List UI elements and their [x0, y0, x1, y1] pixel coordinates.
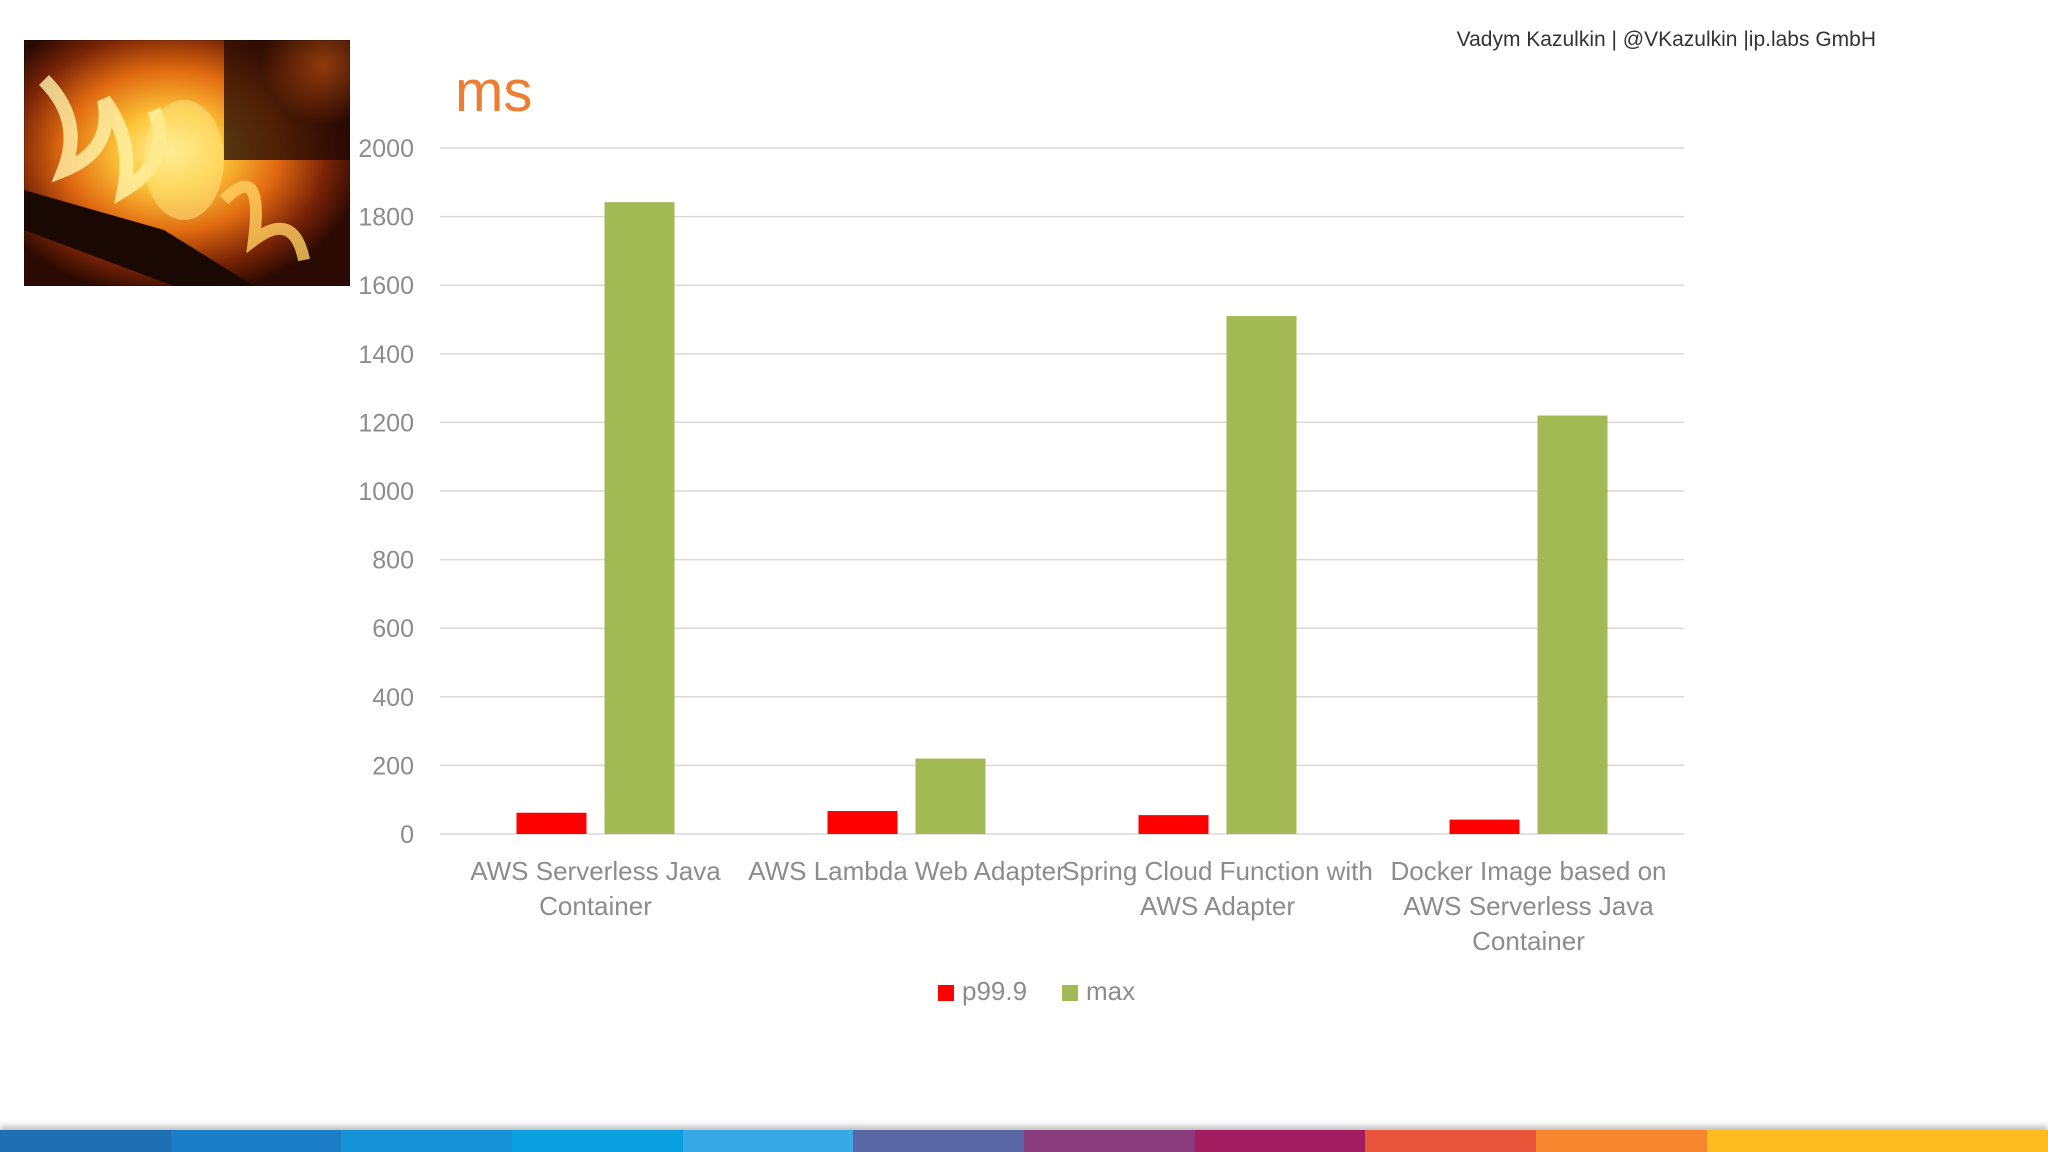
bar-p99-9	[827, 811, 898, 834]
legend-label: max	[1086, 976, 1135, 1006]
y-tick-label: 400	[372, 684, 414, 712]
x-category-label: AWS Lambda Web Adapter	[748, 856, 1065, 886]
footer-color-segment	[1024, 1130, 1195, 1152]
footer-color-segment	[1877, 1130, 2048, 1152]
footer-color-segment	[1706, 1130, 1878, 1152]
footer-color-segment	[682, 1130, 854, 1152]
legend-swatch	[938, 985, 954, 1001]
x-category-label: AWS Serverless Java	[1403, 891, 1654, 921]
fire-image	[24, 40, 350, 286]
y-tick-label: 800	[372, 547, 414, 575]
x-category-label: Docker Image based on	[1390, 856, 1666, 886]
bar-max	[915, 758, 986, 834]
y-tick-label: 1800	[358, 204, 414, 232]
x-category-label: AWS Adapter	[1140, 891, 1295, 921]
x-category-label: Container	[539, 891, 652, 921]
y-tick-label: 2000	[358, 135, 414, 163]
bar-max	[1226, 316, 1297, 834]
footer-color-segment	[1194, 1130, 1366, 1152]
footer-color-segment	[341, 1130, 513, 1152]
footer-color-bar	[0, 1130, 2048, 1152]
x-category-label: AWS Serverless Java	[470, 856, 721, 886]
footer-color-segment	[1536, 1130, 1707, 1152]
y-tick-label: 600	[372, 615, 414, 643]
footer-color-segment	[512, 1130, 683, 1152]
y-tick-label: 1000	[358, 478, 414, 506]
legend-label: p99.9	[962, 976, 1027, 1006]
fire-photo	[24, 40, 350, 286]
y-tick-label: 0	[400, 821, 414, 849]
y-tick-label: 1200	[358, 409, 414, 437]
legend-swatch	[1062, 985, 1078, 1001]
x-category-label: Spring Cloud Function with	[1062, 856, 1373, 886]
y-tick-label: 200	[372, 752, 414, 780]
footer-color-segment	[170, 1130, 342, 1152]
footer-color-segment	[1365, 1130, 1537, 1152]
x-category-label: Container	[1472, 926, 1585, 956]
bar-p99-9	[1449, 819, 1520, 834]
y-tick-label: 1600	[358, 272, 414, 300]
bar-p99-9	[1138, 815, 1209, 834]
y-tick-label: 1400	[358, 341, 414, 369]
author-credit: Vadym Kazulkin | @VKazulkin |ip.labs Gmb…	[1456, 28, 1876, 51]
footer-color-segment	[853, 1130, 1025, 1152]
bar-p99-9	[516, 812, 587, 834]
bar-max	[1537, 415, 1608, 834]
footer-color-segment	[0, 1130, 171, 1152]
unit-label: ms	[455, 59, 533, 124]
bar-max	[604, 202, 675, 835]
